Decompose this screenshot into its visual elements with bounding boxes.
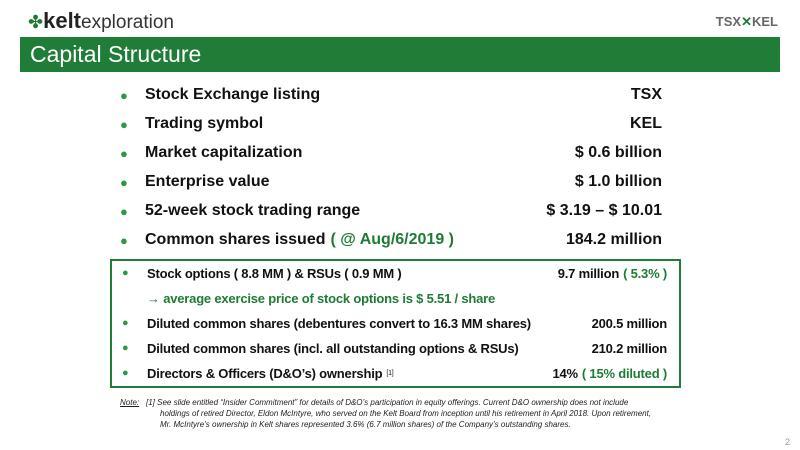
bullet: ● <box>120 145 128 161</box>
row-label: 52-week stock trading range <box>145 202 361 219</box>
row-value: $ 0.6 billion <box>574 144 662 161</box>
bullet: ● <box>120 203 128 219</box>
note-heading: Note: <box>120 398 140 407</box>
bullet: ● <box>122 342 129 354</box>
exchange: TSX <box>715 14 742 29</box>
page-number: 2 <box>784 437 790 447</box>
note: Note: <box>120 398 139 407</box>
row-value: 210.2 million <box>591 340 668 356</box>
list-row: ● Enterprise value $ 1.0 billion <box>120 171 662 193</box>
list-row: ● Market capitalization $ 0.6 billion <box>120 142 662 164</box>
logo-word: exploration <box>81 12 174 33</box>
list-row: ● 52-week stock trading range $ 3.19 – $ 1… <box>120 200 662 222</box>
bullet: ● <box>120 232 128 248</box>
list-row: ● Stock Exchange listing TSX <box>120 84 662 106</box>
note-line: Mr. McIntyre’s ownership in Kelt shares … <box>160 420 571 429</box>
row-value: TSX <box>630 86 662 103</box>
logo: ✤keltexploration <box>28 8 174 33</box>
box-row: ● Diluted common shares (incl. all outsta… <box>122 338 667 358</box>
bullet: ● <box>120 116 128 132</box>
box-row: → average exercise price of stock option… <box>122 288 667 308</box>
note-line: holdings of retired Director, Eldon McIn… <box>160 409 652 418</box>
row-value: $ 1.0 billion <box>574 173 662 190</box>
symbol: KEL <box>752 14 778 29</box>
bullet: ● <box>120 174 128 190</box>
list-row: ● Trading symbol KEL <box>120 113 662 135</box>
row-ref: [1] <box>386 369 394 377</box>
bullet: ● <box>122 367 129 379</box>
row-label: Directors & Officers (D&O’s) ownership <box>147 365 383 381</box>
list-row: ● Common shares issued( @ Aug/6/2019 ) 184… <box>120 229 662 251</box>
bullet: ● <box>122 267 129 279</box>
row-highlight: ( 15% diluted ) <box>581 365 667 381</box>
title-bar: Capital Structure <box>20 37 780 72</box>
row-highlight: ( @ Aug/6/2019 ) <box>330 231 454 248</box>
row-value: 9.7 million <box>557 265 620 281</box>
note-line: [1] See slide entitled “Insider Commitme… <box>146 398 629 407</box>
row-label: Common shares issued <box>145 231 326 248</box>
logo-brand: kelt <box>43 8 82 33</box>
row-label: Stock options ( 8.8 MM ) & RSUs ( 0.9 MM… <box>147 265 402 281</box>
sub-line: → average exercise price of stock option… <box>147 290 496 306</box>
row-highlight: ( 5.3% ) <box>623 265 667 281</box>
row-value: $ 3.19 – $ 10.01 <box>546 202 662 219</box>
box-row: ● Diluted common shares (debentures conve… <box>122 313 667 333</box>
row-value: 184.2 million <box>565 231 662 248</box>
row-value: 14% <box>552 365 578 381</box>
row-value: KEL <box>630 115 662 132</box>
row-label: Market capitalization <box>145 144 303 161</box>
box-row: ● Stock options ( 8.8 MM ) & RSUs ( 0.9 M… <box>122 263 667 283</box>
detail-box <box>110 259 681 388</box>
row-label: Trading symbol <box>145 115 264 132</box>
bullet: ● <box>122 317 129 329</box>
row-label: Stock Exchange listing <box>145 86 321 103</box>
title: Capital Structure <box>30 41 202 67</box>
row-label: Enterprise value <box>145 173 270 190</box>
box-row: ● Directors & Officers (D&O’s) ownership[… <box>122 363 667 383</box>
row-label: Diluted common shares (incl. all outstan… <box>147 340 519 356</box>
bullet: ● <box>120 87 128 103</box>
row-label: Diluted common shares (debentures conver… <box>147 315 531 331</box>
ticker-logo: TSX✕KEL <box>715 14 778 29</box>
row-value: 200.5 million <box>591 315 668 331</box>
